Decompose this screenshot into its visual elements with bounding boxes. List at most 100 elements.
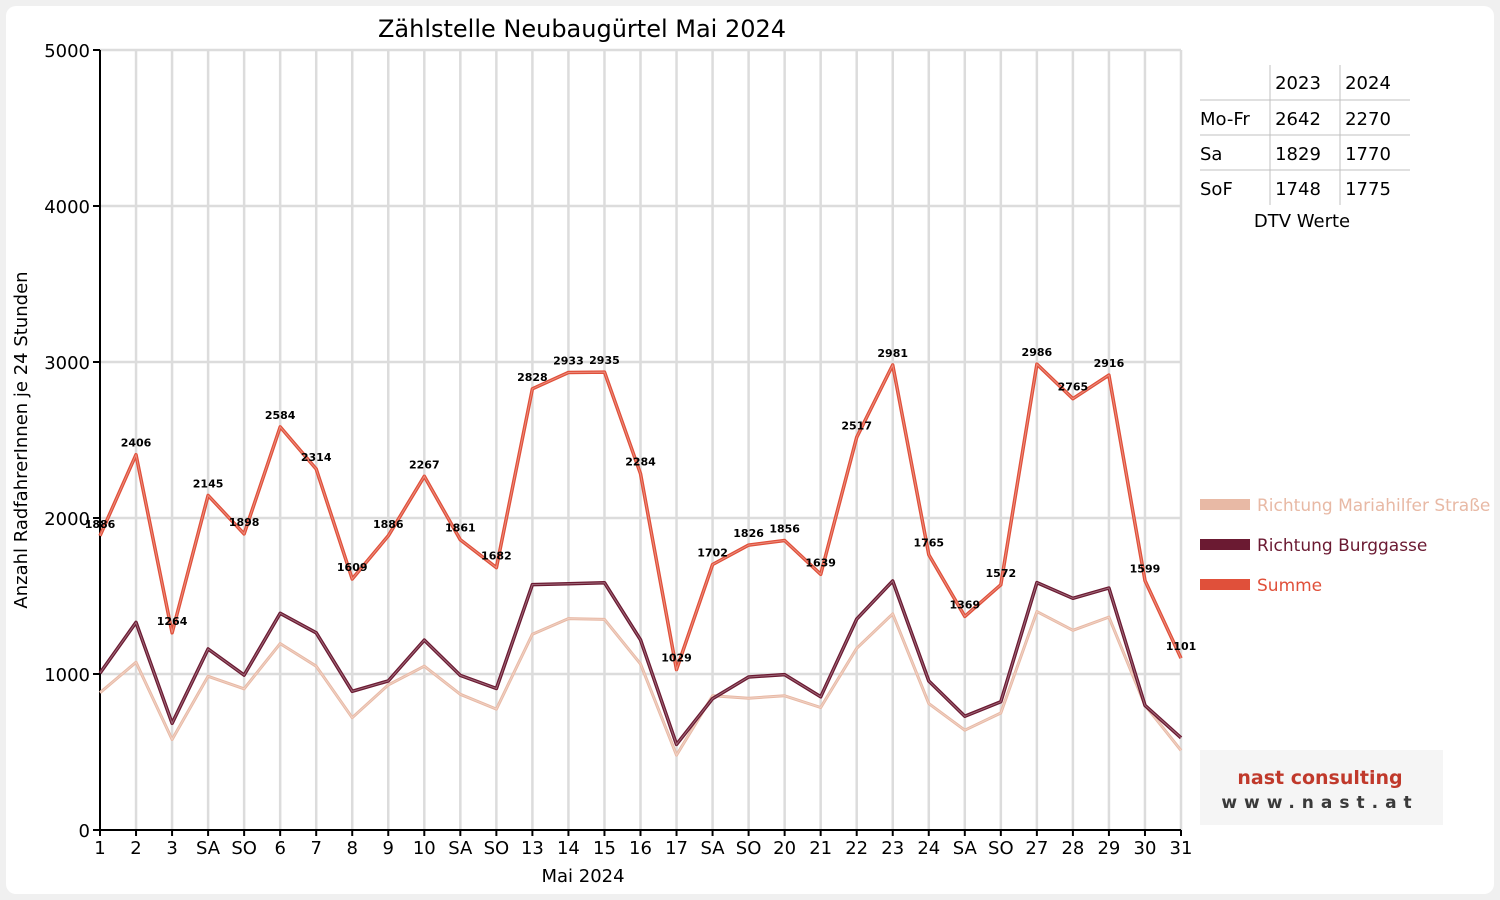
x-tick-label: 16	[629, 838, 652, 859]
series-line-highlight	[99, 610, 1182, 757]
x-tick-label: 1	[94, 838, 105, 859]
table-cell-2024: 1770	[1345, 144, 1391, 165]
x-tick-label: 31	[1170, 838, 1193, 859]
x-tick-label: 3	[166, 838, 177, 859]
data-label: 2935	[589, 354, 620, 367]
data-labels: 1886 2406 1264 2145 1898 2584 2314 1609 1886 2267…	[85, 346, 1197, 664]
legend: Richtung Mariahilfer Straße Richtung Burg…	[1200, 496, 1490, 596]
series-lines	[98, 362, 1183, 757]
data-label: 1702	[697, 546, 728, 559]
data-label: 1826	[733, 527, 764, 540]
x-tick-label: SO	[231, 838, 257, 859]
y-tick-label: 0	[79, 821, 90, 842]
x-tick-label: SO	[988, 838, 1014, 859]
data-label: 1369	[949, 598, 980, 611]
logo-url: www.nast.at	[1221, 793, 1418, 813]
table-cell-2023: 1829	[1275, 144, 1321, 165]
logo-name: nast consulting	[1237, 767, 1402, 789]
data-label: 2765	[1058, 381, 1089, 394]
x-tick-label: 9	[383, 838, 394, 859]
data-label: 2406	[121, 437, 152, 450]
data-label: 2145	[193, 477, 224, 490]
data-label: 1765	[913, 537, 944, 550]
data-label: 2314	[301, 451, 332, 464]
legend-swatch	[1200, 539, 1250, 550]
data-label: 1264	[157, 615, 188, 628]
nast-logo: nast consulting www.nast.at	[1200, 750, 1443, 825]
data-label: 1639	[805, 556, 836, 569]
data-label: 1898	[229, 516, 260, 529]
x-tick-label: SA	[448, 838, 473, 859]
data-label: 2933	[553, 354, 584, 367]
x-axis-label: Mai 2024	[541, 866, 624, 887]
data-label: 2267	[409, 458, 440, 471]
x-tick-label: 20	[773, 838, 796, 859]
table-cell-2023: 1748	[1275, 179, 1321, 200]
y-tick-label: 3000	[44, 353, 90, 374]
chart-title: Zählstelle Neubaugürtel Mai 2024	[378, 15, 786, 43]
dtv-table: 2023 2024 Mo-Fr 2642 2270 Sa 1829 1770 SoF 1748 17…	[1200, 65, 1410, 232]
series-line-highlight	[99, 580, 1182, 746]
logo-background	[1200, 750, 1443, 825]
data-label: 1861	[445, 522, 476, 535]
table-caption: DTV Werte	[1254, 211, 1350, 232]
x-tick-label: 7	[310, 838, 321, 859]
x-tick-label: 8	[347, 838, 358, 859]
data-label: 1886	[373, 518, 404, 531]
data-label: 1029	[661, 651, 692, 664]
table-row-label: Sa	[1200, 144, 1222, 165]
x-tick-label: 21	[809, 838, 832, 859]
x-tick-label: SA	[953, 838, 978, 859]
x-tick-label: 29	[1097, 838, 1120, 859]
x-tick-label: 27	[1025, 838, 1048, 859]
x-tick-label: 15	[593, 838, 616, 859]
table-row-label: SoF	[1200, 179, 1233, 200]
table-header-2023: 2023	[1275, 73, 1321, 94]
data-label: 1856	[769, 522, 800, 535]
table-cell-2024: 2270	[1345, 109, 1391, 130]
table-cell-2024: 1775	[1345, 179, 1391, 200]
series-line	[99, 610, 1183, 757]
series-line	[98, 579, 1183, 747]
x-tick-label: 23	[881, 838, 904, 859]
chart-panel	[6, 6, 1494, 894]
data-label: 2828	[517, 371, 548, 384]
data-label: 1609	[337, 561, 368, 574]
x-tick-label: 10	[413, 838, 436, 859]
x-tick-label: SA	[196, 838, 221, 859]
y-tick-label: 1000	[44, 665, 90, 686]
table-cell-2023: 2642	[1275, 109, 1321, 130]
legend-label: Richtung Burggasse	[1257, 536, 1427, 556]
data-label: 2584	[265, 409, 296, 422]
grid-lines	[100, 48, 1183, 830]
data-label: 2986	[1022, 346, 1053, 359]
table-header-2024: 2024	[1345, 73, 1391, 94]
x-tick-label: 28	[1061, 838, 1084, 859]
legend-label: Richtung Mariahilfer Straße	[1257, 496, 1490, 516]
data-label: 1599	[1130, 563, 1161, 576]
x-tick-label: SO	[736, 838, 762, 859]
series-line-highlight	[99, 363, 1182, 672]
x-tick-label: SA	[701, 838, 726, 859]
x-tick-label: 14	[557, 838, 580, 859]
x-tick-label: 13	[521, 838, 544, 859]
data-label: 1682	[481, 550, 512, 563]
x-tick-label: 2	[130, 838, 141, 859]
data-label: 2981	[877, 347, 908, 360]
data-label: 2916	[1094, 357, 1125, 370]
x-tick-label: SO	[484, 838, 510, 859]
data-label: 1886	[85, 518, 116, 531]
data-label: 2517	[841, 419, 872, 432]
data-label: 2284	[625, 456, 656, 469]
data-label: 1572	[986, 567, 1017, 580]
legend-swatch	[1200, 579, 1250, 590]
legend-swatch	[1200, 499, 1250, 510]
series-line	[98, 362, 1183, 672]
x-tick-label: 17	[665, 838, 688, 859]
table-row-label: Mo-Fr	[1200, 109, 1250, 130]
x-tick-label: 24	[917, 838, 940, 859]
y-tick-label: 5000	[44, 41, 90, 62]
